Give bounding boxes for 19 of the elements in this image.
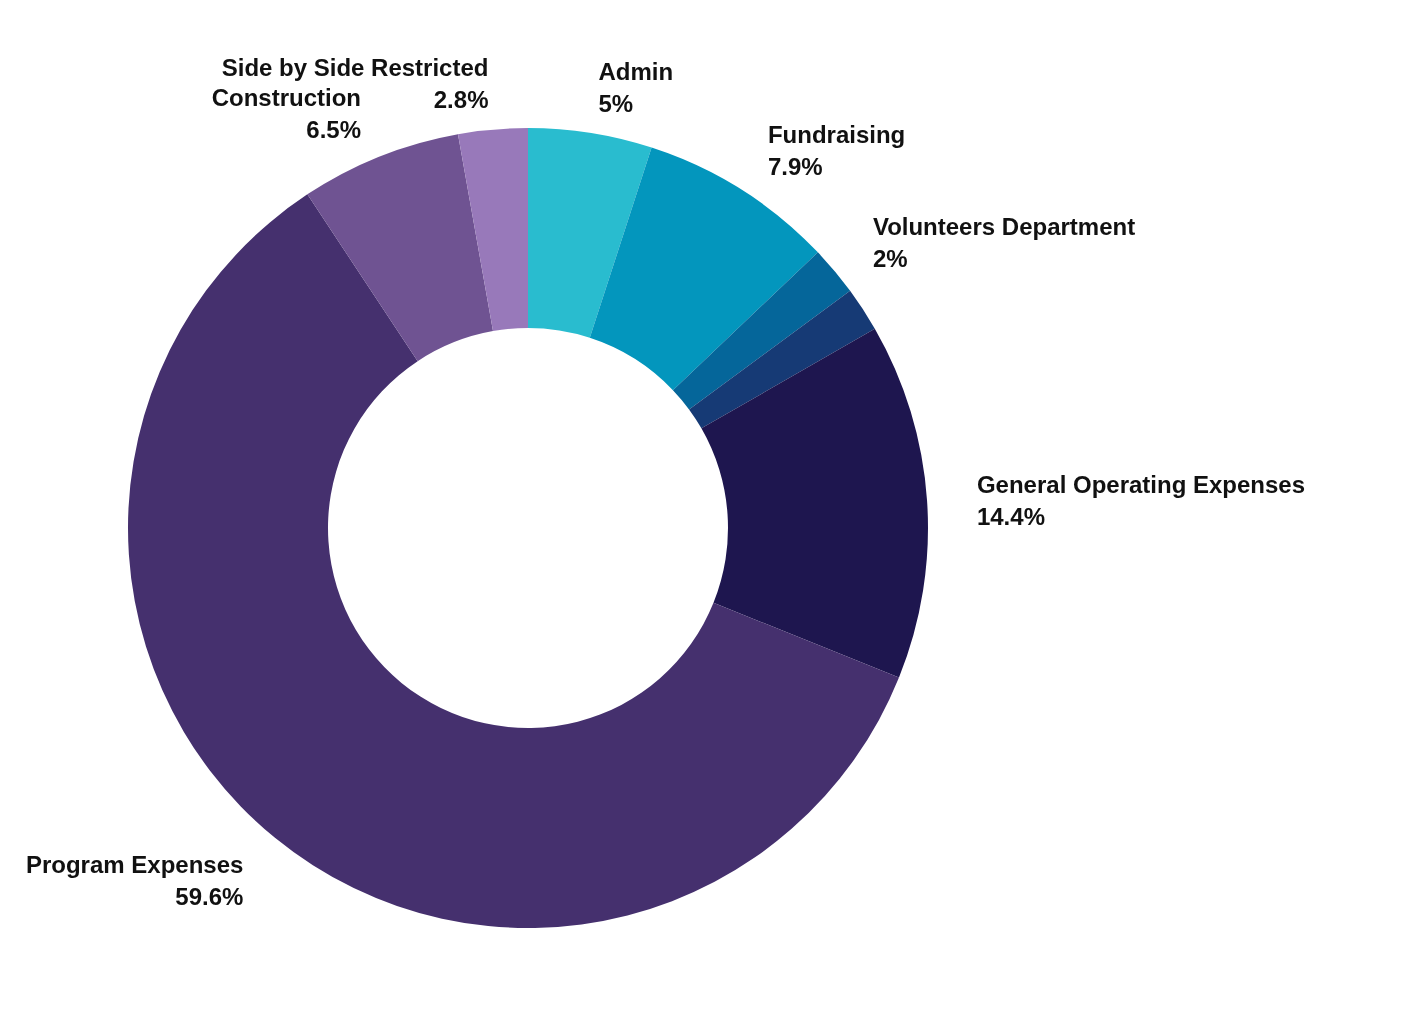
data-label: 7.9% [767,153,823,181]
slice-label: Side by Side Restricted [221,53,489,81]
donut-slice [689,290,875,429]
data-label: 2% [872,244,908,272]
slice-label: Fundraising [767,121,906,149]
data-label: 59.6% [175,882,244,910]
slice-label: Program Expenses [25,850,244,878]
data-label: 2.8% [433,85,489,113]
donut-slice [672,252,851,410]
donut-slice [528,128,652,338]
slice-label: General Operating Expenses [976,470,1306,498]
slice-label: Construction [211,84,362,112]
data-label: 14.4% [976,502,1045,530]
slice-label: Volunteers Department [872,212,1136,240]
slice-label: Admin [598,57,674,85]
data-label: 5% [598,89,634,117]
data-label: 6.5% [306,116,362,144]
donut-slice [457,128,528,332]
donut-slice [701,328,928,678]
